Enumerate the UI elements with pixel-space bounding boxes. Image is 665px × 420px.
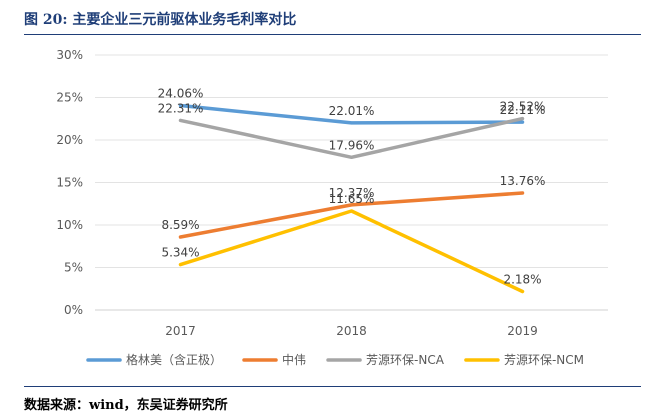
- data-label: 22.31%: [158, 101, 204, 115]
- data-label: 24.06%: [158, 86, 204, 100]
- y-tick-label: 25%: [56, 91, 83, 105]
- data-label: 22.52%: [500, 100, 546, 114]
- series-line-3: [178, 116, 525, 160]
- series-line-1: [178, 103, 525, 125]
- series-lines: [178, 103, 525, 294]
- data-label: 2.18%: [503, 272, 541, 286]
- data-label: 12.37%: [329, 186, 375, 200]
- y-tick-label: 5%: [64, 261, 83, 275]
- data-label: 22.11%: [500, 103, 546, 117]
- source-note: 数据来源：wind，东吴证券研究所: [24, 398, 228, 413]
- y-tick-label: 0%: [64, 303, 83, 317]
- legend-label: 格林美（含正极）: [126, 352, 222, 367]
- y-tick-label: 15%: [56, 176, 83, 190]
- data-label: 22.01%: [329, 104, 375, 118]
- y-axis-ticks: 0% 5% 10% 15% 20% 25% 30%: [56, 48, 83, 317]
- data-labels: 24.06% 22.01% 22.11% 8.59% 12.37% 13.76% 22.31…: [158, 86, 546, 286]
- data-label: 13.76%: [500, 174, 546, 188]
- y-tick-label: 20%: [56, 133, 83, 147]
- grid-lines: [95, 54, 608, 311]
- data-label: 11.65%: [329, 192, 375, 206]
- series-line-4: [178, 209, 525, 294]
- x-axis-ticks: 2017 2018 2019: [165, 324, 538, 338]
- data-label: 17.96%: [329, 138, 375, 152]
- source-rule: [24, 386, 641, 387]
- y-tick-label: 10%: [56, 218, 83, 232]
- series-line-2: [178, 191, 525, 239]
- figure-title: 图 20: 主要企业三元前驱体业务毛利率对比: [24, 12, 297, 28]
- title-rule: [24, 34, 641, 35]
- legend-label: 芳源环保-NCM: [504, 353, 584, 367]
- x-tick-label: 2018: [336, 324, 367, 338]
- x-tick-label: 2019: [507, 324, 538, 338]
- data-label: 8.59%: [161, 218, 199, 232]
- legend-label: 芳源环保-NCA: [366, 353, 445, 367]
- x-tick-label: 2017: [165, 324, 196, 338]
- y-tick-label: 30%: [56, 48, 83, 62]
- legend: 格林美（含正极） 中伟 芳源环保-NCA 芳源环保-NCM: [86, 352, 584, 367]
- data-label: 5.34%: [161, 246, 199, 260]
- legend-label: 中伟: [282, 352, 306, 367]
